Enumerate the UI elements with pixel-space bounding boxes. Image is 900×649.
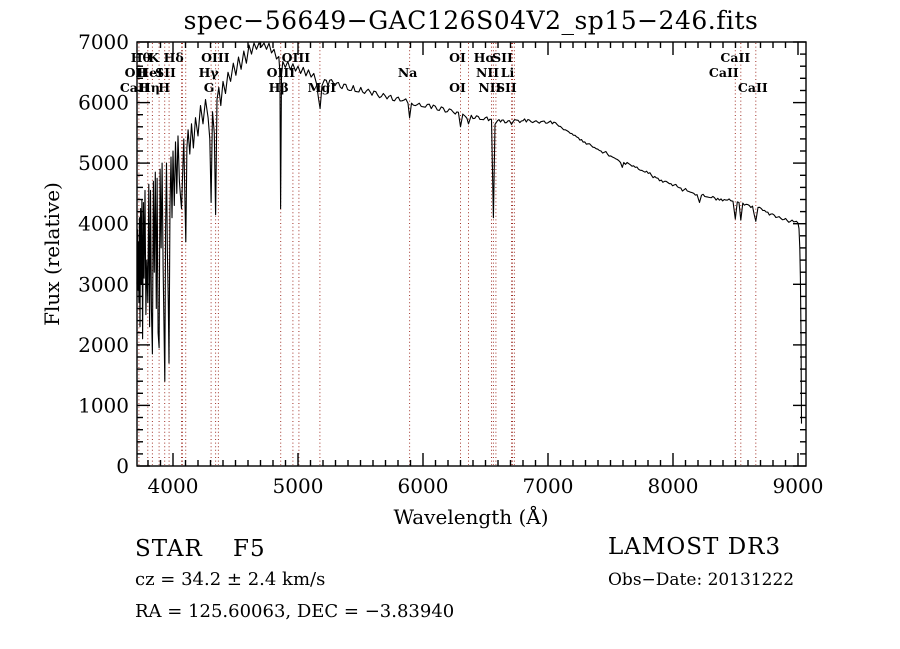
line-label: Hδ <box>164 50 184 65</box>
line-label: NII <box>476 65 499 80</box>
line-label: H <box>158 80 170 95</box>
line-label: Na <box>398 65 418 80</box>
line-label: G <box>204 80 215 95</box>
radial-velocity: cz = 34.2 ± 2.4 km/s <box>135 569 326 590</box>
x-tick-label: 5000 <box>273 474 324 498</box>
x-tick-label: 8000 <box>648 474 699 498</box>
line-label: OII <box>125 65 148 80</box>
object-subclass: F5 <box>233 536 266 562</box>
line-label: OIII <box>267 65 296 80</box>
y-tick-label: 6000 <box>78 91 129 115</box>
y-tick-label: 5000 <box>78 151 129 175</box>
x-tick-label: 6000 <box>398 474 449 498</box>
y-tick-label: 3000 <box>78 272 129 296</box>
plot-frame <box>136 41 807 467</box>
x-tick-label: 7000 <box>523 474 574 498</box>
y-tick-label: 1000 <box>78 393 129 417</box>
line-label: Li <box>501 65 515 80</box>
y-tick-label: 2000 <box>78 333 129 357</box>
line-label: Hγ <box>199 65 220 80</box>
line-label: CaII <box>709 65 739 80</box>
y-tick-label: 4000 <box>78 212 129 236</box>
observation-date: Obs−Date: 20131222 <box>608 570 795 590</box>
line-label: K <box>148 50 160 65</box>
line-label: NII <box>478 80 501 95</box>
y-tick-label: 0 <box>116 454 129 478</box>
line-label: Hβ <box>269 80 289 95</box>
x-axis-title: Wavelength (Å) <box>393 505 549 529</box>
line-label: Hα <box>474 50 496 65</box>
line-label: OI <box>449 80 466 95</box>
spectral-marker-lines <box>138 43 757 465</box>
y-tick-label: 7000 <box>78 30 129 54</box>
line-label: SII <box>492 50 513 65</box>
survey-release: LAMOST DR3 <box>608 534 782 560</box>
tick-labels: 4000 5000 6000 7000 8000 9000 0 1000 2000 3000 400… <box>78 30 823 498</box>
line-label: CaII <box>120 80 150 95</box>
line-label: OIII <box>201 50 230 65</box>
x-tick-label: 9000 <box>773 474 824 498</box>
line-label: OIII <box>282 50 311 65</box>
spectrum-trace <box>136 42 803 424</box>
line-label: Hθ <box>131 50 151 65</box>
line-label: SII <box>155 65 176 80</box>
line-label: SII <box>496 80 517 95</box>
object-class: STAR <box>135 536 203 562</box>
plot-title: spec−56649−GAC126S04V2_sp15−246.fits <box>183 6 759 35</box>
axes-frame <box>136 41 807 467</box>
line-label: Hη <box>139 80 160 95</box>
x-tick-label: 4000 <box>148 474 199 498</box>
line-label: OI <box>449 50 466 65</box>
coordinates: RA = 125.60063, DEC = −3.83940 <box>135 601 455 622</box>
line-label: HeI <box>137 65 163 80</box>
line-label: CaII <box>720 50 750 65</box>
line-label: CaII <box>738 80 768 95</box>
